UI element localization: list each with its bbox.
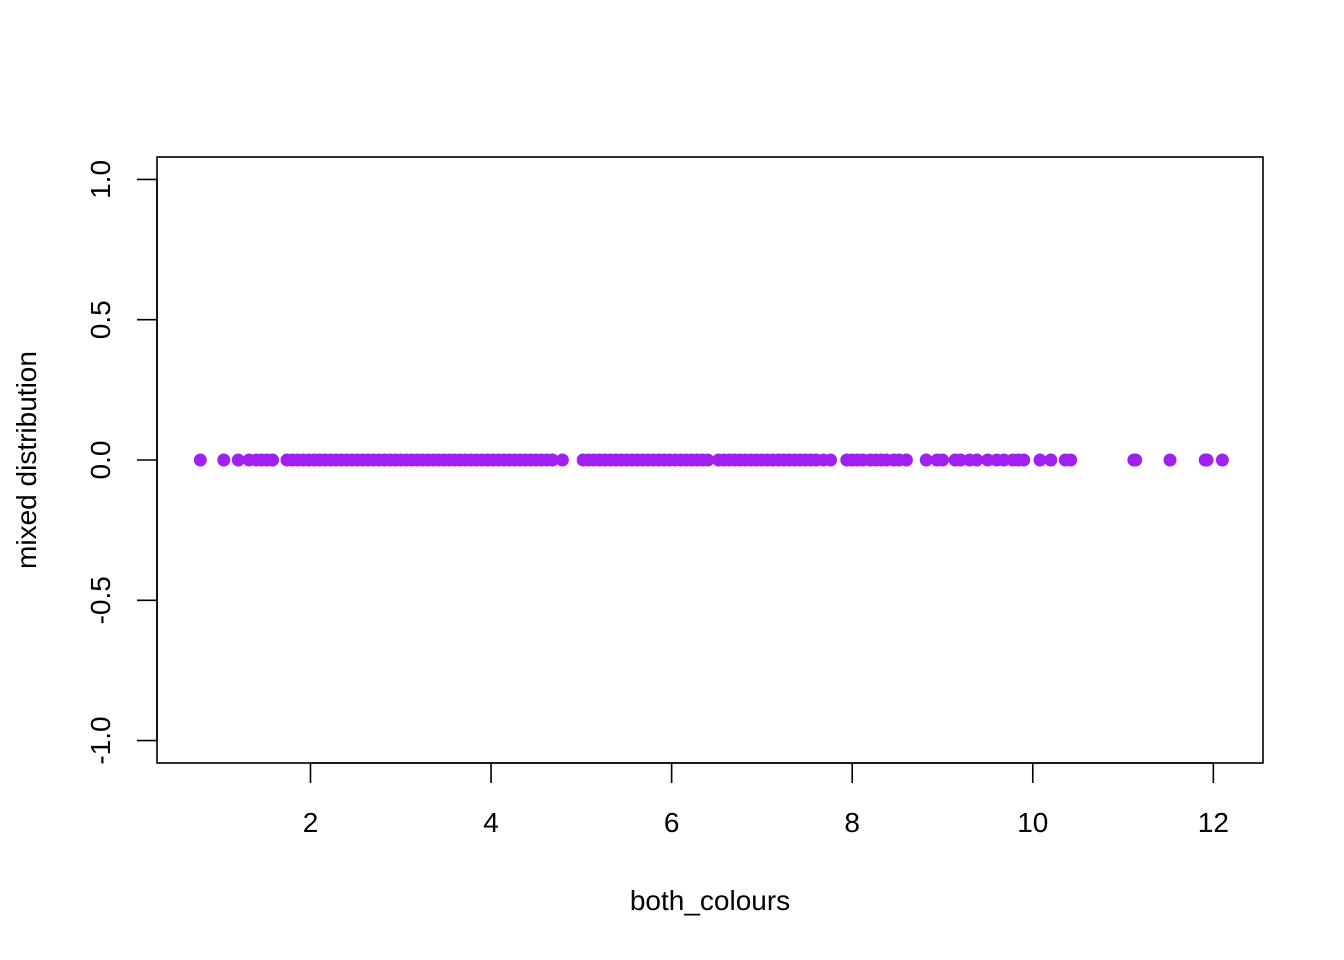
- y-axis-title: mixed distribution: [11, 351, 42, 569]
- data-point: [935, 453, 949, 467]
- data-point: [266, 453, 280, 467]
- data-point: [555, 453, 569, 467]
- data-point: [217, 453, 231, 467]
- y-tick-label: 1.0: [85, 160, 116, 199]
- data-point: [1017, 453, 1031, 467]
- data-point: [545, 453, 559, 467]
- y-tick-label: 0.5: [85, 300, 116, 339]
- x-axis-title: both_colours: [630, 885, 790, 916]
- data-point: [824, 453, 838, 467]
- data-point: [701, 453, 715, 467]
- x-tick-label: 4: [483, 807, 499, 838]
- data-point: [954, 453, 968, 467]
- x-tick-label: 12: [1198, 807, 1229, 838]
- x-tick-label: 8: [844, 807, 860, 838]
- data-point: [231, 453, 245, 467]
- data-point: [1215, 453, 1229, 467]
- data-point: [1129, 453, 1143, 467]
- data-point: [970, 453, 984, 467]
- x-axis: 2 4 6 8 10 12: [303, 762, 1229, 838]
- data-point: [1163, 453, 1177, 467]
- data-point: [981, 453, 995, 467]
- data-points: [193, 453, 1229, 467]
- data-point: [193, 453, 207, 467]
- y-tick-label: -1.0: [85, 716, 116, 764]
- data-point: [919, 453, 933, 467]
- x-tick-label: 2: [303, 807, 319, 838]
- x-tick-label: 6: [664, 807, 680, 838]
- y-axis: -1.0 -0.5 0.0 0.5 1.0: [85, 160, 158, 765]
- data-point: [1200, 453, 1214, 467]
- x-tick-label: 10: [1017, 807, 1048, 838]
- data-point: [1033, 453, 1047, 467]
- data-point: [1044, 453, 1058, 467]
- y-tick-label: -0.5: [85, 576, 116, 624]
- data-point: [997, 453, 1011, 467]
- data-point: [899, 453, 913, 467]
- y-tick-label: 0.0: [85, 441, 116, 480]
- data-point: [1064, 453, 1078, 467]
